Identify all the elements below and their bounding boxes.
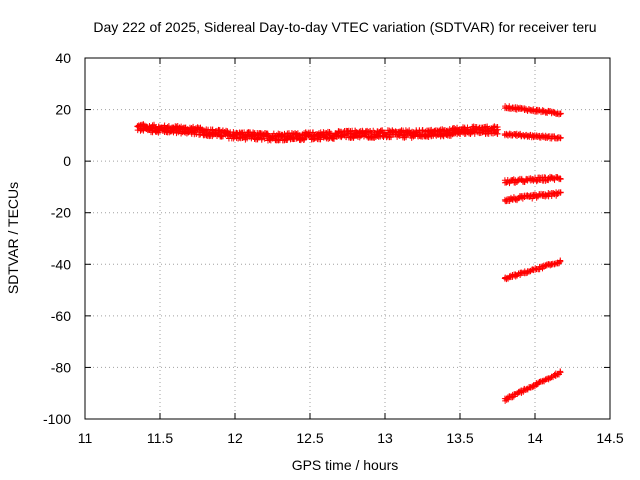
cluster-3-point [557, 176, 563, 182]
y-tick-label: 40 [55, 50, 71, 66]
x-tick-label: 13 [377, 430, 393, 446]
x-tick-label: 11.5 [147, 430, 173, 446]
y-tick-label: -80 [51, 359, 71, 375]
chart-title: Day 222 of 2025, Sidereal Day-to-day VTE… [93, 19, 596, 35]
x-tick-label: 11 [78, 430, 93, 446]
y-tick-label: -60 [51, 308, 71, 324]
data-points [134, 103, 563, 404]
x-tick-label: 12 [227, 430, 243, 446]
cluster-2-point [557, 135, 563, 141]
plot-frame [85, 58, 610, 419]
y-tick-label: -100 [43, 411, 71, 427]
y-tick-label: -20 [51, 205, 71, 221]
x-axis-label: GPS time / hours [292, 457, 399, 473]
y-axis-label: SDTVAR / TECUs [5, 182, 21, 294]
y-tick-label: -40 [51, 256, 71, 272]
y-tick-label: 0 [63, 153, 71, 169]
y-tick-label: 20 [55, 102, 71, 118]
chart: Day 222 of 2025, Sidereal Day-to-day VTE… [0, 0, 640, 480]
x-tick-label: 12.5 [296, 430, 323, 446]
x-tick-label: 14.5 [596, 430, 623, 446]
x-tick-label: 14 [527, 430, 543, 446]
grid [85, 58, 610, 419]
x-tick-label: 13.5 [446, 430, 473, 446]
